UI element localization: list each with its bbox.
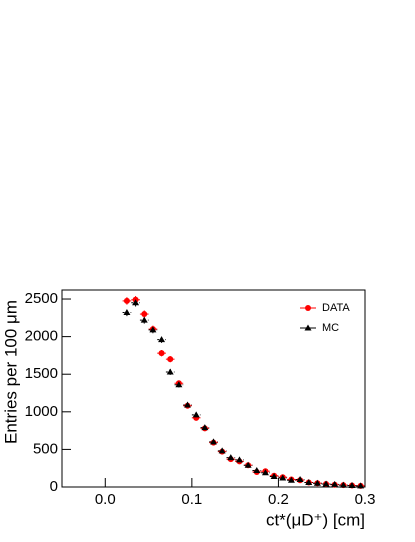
marker xyxy=(348,481,356,488)
marker xyxy=(305,478,313,485)
plot-frame xyxy=(61,289,366,488)
marker xyxy=(123,297,130,304)
x-tick-label: 0.2 xyxy=(268,491,289,508)
marker xyxy=(123,309,131,316)
marker xyxy=(149,326,157,333)
legend-label: MC xyxy=(322,322,339,334)
marker xyxy=(287,476,295,483)
x-tick-label: 0.1 xyxy=(181,491,202,508)
marker xyxy=(322,480,330,487)
marker xyxy=(270,472,278,479)
y-tick-label: 2500 xyxy=(25,290,58,307)
legend-label: DATA xyxy=(322,302,350,314)
marker xyxy=(210,438,217,445)
legend-marker xyxy=(304,324,312,331)
marker xyxy=(296,475,304,482)
marker xyxy=(140,316,148,323)
y-tick-label: 0 xyxy=(50,478,58,495)
marker xyxy=(132,299,140,306)
marker xyxy=(184,401,192,408)
y-tick-label: 2000 xyxy=(25,328,58,345)
marker xyxy=(167,356,174,363)
marker xyxy=(218,447,226,454)
marker xyxy=(158,336,166,343)
marker xyxy=(175,381,183,388)
marker xyxy=(166,368,174,375)
marker xyxy=(253,466,261,473)
y-tick-label: 1500 xyxy=(25,365,58,382)
y-tick-label: 500 xyxy=(33,440,58,457)
marker xyxy=(339,481,347,488)
y-axis-label: Entries per 100 μm xyxy=(1,300,20,444)
x-axis-label: ct*(μD⁺) [cm] xyxy=(266,510,365,529)
marker xyxy=(313,479,321,486)
marker xyxy=(331,480,339,487)
marker xyxy=(227,454,235,461)
marker xyxy=(141,311,148,318)
marker xyxy=(261,469,269,476)
marker xyxy=(192,411,200,418)
marker xyxy=(235,456,243,463)
marker xyxy=(244,461,252,468)
x-tick-label: 0.3 xyxy=(355,491,376,508)
marker xyxy=(201,424,209,431)
marker xyxy=(357,482,365,489)
legend-marker xyxy=(305,305,311,311)
marker xyxy=(158,350,165,357)
marker xyxy=(279,474,287,481)
x-tick-label: 0.0 xyxy=(95,491,116,508)
y-tick-label: 1000 xyxy=(25,403,58,420)
